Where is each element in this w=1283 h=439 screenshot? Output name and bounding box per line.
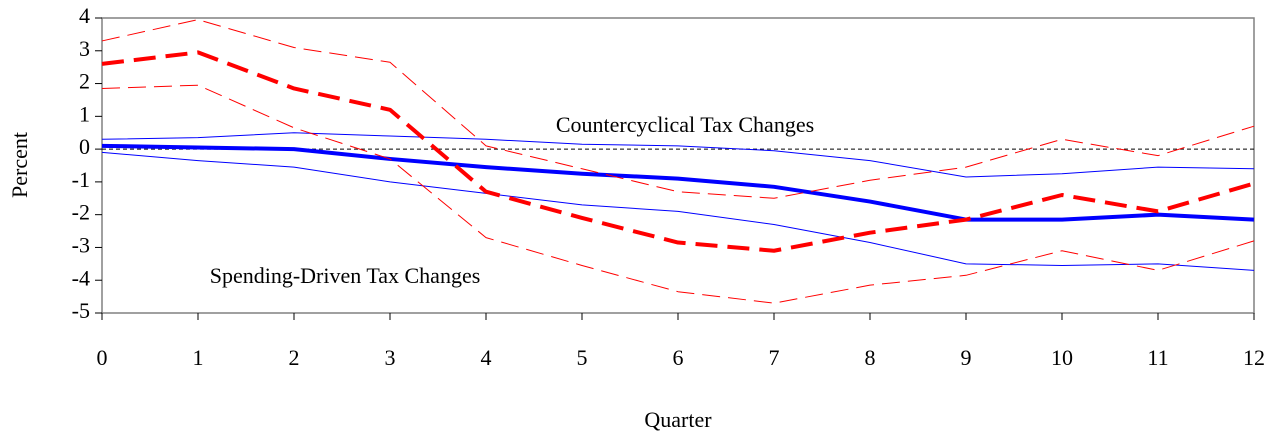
y-tick-label: -2 <box>72 200 90 225</box>
x-tick-label: 3 <box>385 345 396 370</box>
y-tick-label: 3 <box>79 36 90 61</box>
x-tick-label: 6 <box>673 345 684 370</box>
x-tick-label: 2 <box>289 345 300 370</box>
series-line <box>101 151 1255 271</box>
x-tick-label: 10 <box>1051 345 1073 370</box>
series-line <box>101 143 1255 222</box>
x-tick-label: 0 <box>97 345 108 370</box>
x-tick-label: 4 <box>481 345 492 370</box>
x-tick-label: 7 <box>769 345 780 370</box>
y-axis-label: Percent <box>7 132 32 198</box>
x-axis-label: Quarter <box>644 407 712 432</box>
y-tick-label: 2 <box>79 69 90 94</box>
series-line <box>101 84 1255 304</box>
x-tick-label: 8 <box>865 345 876 370</box>
x-tick-label: 12 <box>1243 345 1265 370</box>
y-tick-label: 1 <box>79 101 90 126</box>
y-tick-label: -3 <box>72 232 90 257</box>
x-tick-label: 5 <box>577 345 588 370</box>
x-tick-label: 9 <box>961 345 972 370</box>
series-line <box>101 50 1255 253</box>
annotation: Spending-Driven Tax Changes <box>210 263 481 288</box>
y-tick-label: -4 <box>72 265 90 290</box>
series-line <box>101 19 1255 199</box>
y-tick-label: -1 <box>72 167 90 192</box>
y-tick-label: -5 <box>72 298 90 323</box>
x-tick-label: 11 <box>1147 345 1168 370</box>
x-tick-label: 1 <box>193 345 204 370</box>
y-tick-label: 4 <box>79 3 90 28</box>
y-tick-label: 0 <box>79 134 90 159</box>
annotation: Countercyclical Tax Changes <box>556 112 814 137</box>
series-line <box>101 132 1255 178</box>
